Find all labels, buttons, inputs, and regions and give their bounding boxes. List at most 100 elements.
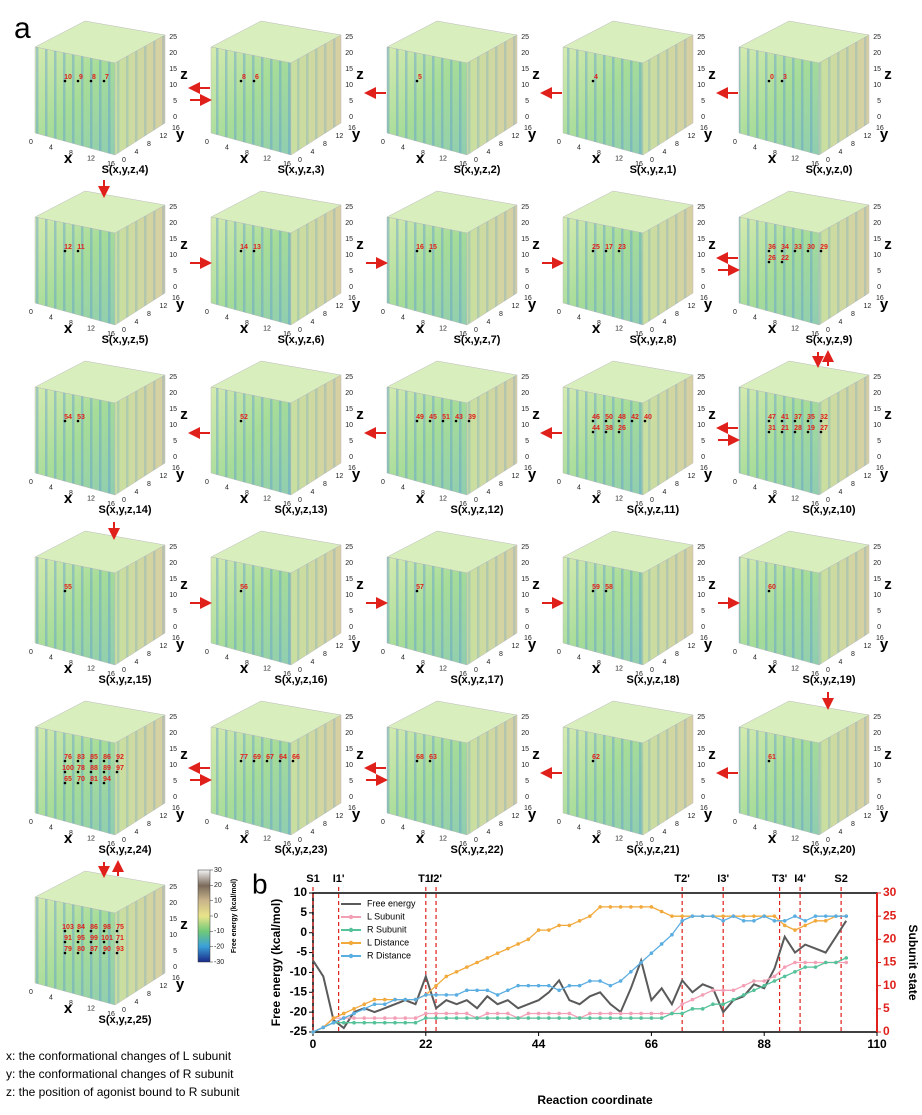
- series-marker: [721, 919, 725, 923]
- state-dot: [89, 929, 93, 933]
- state-label: 45: [429, 414, 437, 421]
- x-tick-label: 12: [87, 835, 95, 842]
- z-tick-label: 20: [521, 390, 529, 397]
- y-tick-label: 12: [688, 133, 696, 140]
- x-tick-label: 0: [381, 819, 385, 826]
- z-axis-title: z: [532, 746, 540, 763]
- series-marker: [649, 905, 654, 909]
- state-dot: [767, 260, 771, 264]
- series-marker: [393, 1016, 397, 1020]
- state-dot: [76, 929, 80, 933]
- y-tick-label: 16: [172, 295, 180, 302]
- z-tick-label: 5: [877, 438, 881, 445]
- cube-side-stripes: [467, 715, 517, 835]
- series-marker: [772, 974, 777, 979]
- cube-front-stripes: [739, 217, 819, 325]
- legend-label: L Subunit: [367, 911, 405, 921]
- x-tick-label: 16: [107, 161, 115, 168]
- series-marker: [731, 997, 736, 1002]
- cube-front-stripes: [563, 727, 643, 835]
- y-tick-label: 12: [512, 643, 520, 650]
- x-tick-label: 4: [577, 144, 581, 151]
- series-marker: [434, 1016, 438, 1020]
- series-marker: [567, 983, 572, 988]
- series-marker: [659, 909, 664, 914]
- state-dot: [767, 249, 771, 253]
- y-tick-label: 12: [160, 473, 168, 480]
- series-marker: [598, 1011, 602, 1016]
- z-tick-label: 0: [877, 454, 881, 461]
- y-tick-label: 12: [160, 813, 168, 820]
- z-tick-label: 20: [873, 50, 881, 57]
- y-tick-label: 16: [876, 805, 884, 812]
- x-axis-title: x: [64, 150, 73, 167]
- z-tick-label: 5: [525, 778, 529, 785]
- y-tick-label: 8: [147, 821, 151, 828]
- series-marker: [547, 1016, 551, 1020]
- y-tick-label: 16: [348, 125, 356, 132]
- z-tick-label: 15: [697, 746, 705, 753]
- state-dot: [115, 770, 119, 774]
- x-tick-label: 0: [557, 479, 561, 486]
- y-axis-title: Free energy (kcal/mol): [269, 899, 283, 1026]
- state-label: 40: [644, 414, 652, 421]
- y-tick-label: 4: [135, 149, 139, 156]
- x-tick-label: 0: [29, 139, 33, 146]
- state-label: 81: [90, 776, 98, 783]
- state-dot: [591, 589, 595, 593]
- y-tick-label: 0: [826, 497, 830, 504]
- state-label: 59: [592, 584, 600, 591]
- state-label: 8: [92, 74, 96, 81]
- state-label: 5: [418, 74, 422, 81]
- z-tick-label: 5: [349, 98, 353, 105]
- y-tick-label: -20: [290, 1004, 308, 1018]
- state-dot: [428, 249, 432, 253]
- cube-side-stripes: [467, 375, 517, 495]
- state-dot: [291, 759, 295, 763]
- y2-tick-label: 25: [883, 908, 897, 922]
- series-marker: [618, 1011, 623, 1016]
- cube-front-stripes: [387, 47, 467, 155]
- x-tick-label: 4: [401, 654, 405, 661]
- z-tick-label: 0: [349, 114, 353, 121]
- z-tick-label: 5: [701, 438, 705, 445]
- x-tick-label: 0: [733, 139, 737, 146]
- z-axis-title: z: [356, 746, 364, 763]
- x-tick-label: 16: [635, 841, 643, 848]
- x-tick-label: 16: [811, 671, 819, 678]
- y-tick-label: -15: [290, 984, 308, 998]
- y-tick-label: 8: [675, 141, 679, 148]
- y-tick-label: 8: [323, 481, 327, 488]
- z-tick-label: 25: [697, 374, 705, 381]
- state-label: 91: [64, 935, 72, 942]
- series-marker: [577, 919, 582, 923]
- state-label: 14: [240, 244, 248, 251]
- x-tick-label: 12: [615, 495, 623, 502]
- z-tick-label: 0: [877, 114, 881, 121]
- cube-side-stripes: [819, 545, 869, 665]
- y-tick-label: 8: [499, 821, 503, 828]
- series-marker: [803, 965, 808, 969]
- series-marker: [393, 997, 397, 1002]
- series-marker: [516, 1016, 520, 1020]
- x-tick-label: 16: [283, 331, 291, 338]
- state-label: 95: [77, 935, 85, 942]
- y-tick-label: 8: [147, 311, 151, 318]
- state-label: 0: [770, 74, 774, 81]
- y-tick-label: 0: [474, 667, 478, 674]
- series-marker: [444, 974, 449, 979]
- cube-front-stripes: [35, 557, 115, 665]
- y-tick-label: 0: [474, 497, 478, 504]
- state-dot: [102, 940, 106, 944]
- state-label: 13: [253, 244, 261, 251]
- x-tick-label: 8: [597, 660, 601, 667]
- y-tick-label: 0: [122, 1007, 126, 1014]
- state-label: 63: [429, 754, 437, 761]
- state-dot: [806, 419, 810, 423]
- x-tick-label: 0: [733, 819, 737, 826]
- z-tick-label: 0: [349, 624, 353, 631]
- x-tick-label: 0: [310, 1037, 317, 1051]
- x-tick-label: 4: [753, 654, 757, 661]
- series-marker: [834, 960, 838, 965]
- state-dot: [76, 79, 80, 83]
